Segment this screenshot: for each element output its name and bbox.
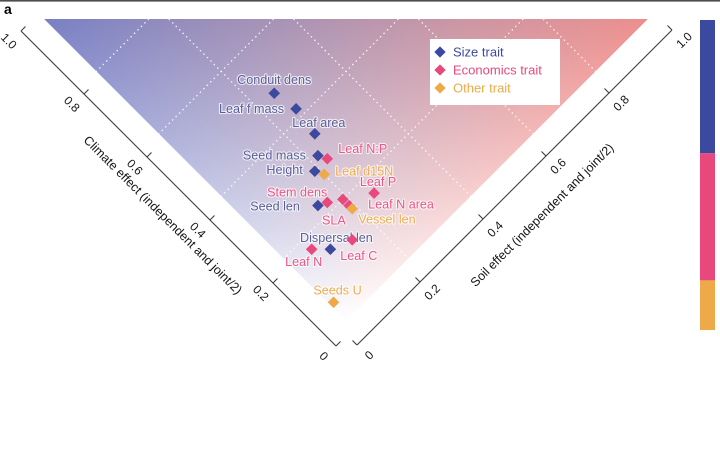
colorbar-segment-0 xyxy=(700,20,715,154)
soil-tick xyxy=(604,88,610,94)
panel-label: a xyxy=(4,1,12,17)
legend: Size trait Economics trait Other trait xyxy=(430,39,560,105)
soil-tick-label: 0.2 xyxy=(421,281,443,303)
trait-label: Conduit dens xyxy=(237,73,311,87)
soil-tick xyxy=(352,340,358,346)
climate-tick-label: 0.2 xyxy=(250,282,272,304)
climate-axis-line xyxy=(20,30,337,347)
trait-label: Leaf N xyxy=(285,255,322,269)
trait-label: Leaf P xyxy=(360,175,396,189)
trait-label: SLA xyxy=(322,213,346,227)
colorbar-segment-2 xyxy=(700,280,715,330)
trait-label: Vessel len xyxy=(358,213,415,227)
climate-tick xyxy=(20,26,26,32)
climate-tick-label: 0 xyxy=(317,349,332,364)
soil-axis-line xyxy=(356,29,673,346)
trait-label: Leaf N:P xyxy=(338,142,387,156)
soil-gradient-layer xyxy=(34,19,658,321)
trait-label: Leaf N area xyxy=(368,198,434,212)
trait-label: Seed mass xyxy=(243,149,306,163)
trait-label: Seed len xyxy=(250,200,300,214)
climate-tick-label: 0.8 xyxy=(61,93,83,115)
climate-tick xyxy=(83,89,89,95)
legend-economics-label: Economics trait xyxy=(453,63,542,78)
trait-label: Leaf area xyxy=(292,116,345,130)
soil-tick xyxy=(478,214,484,220)
gridline-climate-0.8 xyxy=(95,19,410,73)
trait-label: Leaf C xyxy=(340,249,377,263)
soil-tick-label: 1.0 xyxy=(673,29,695,51)
gridline-soil-0.4 xyxy=(158,19,472,197)
climate-tick xyxy=(209,215,215,221)
soil-tick-label: 0.4 xyxy=(484,218,506,240)
top-border xyxy=(0,0,720,2)
climate-tick xyxy=(272,278,278,284)
trait-label: Leaf f mass xyxy=(219,102,284,116)
gridline-soil-0.2 xyxy=(95,19,410,260)
panel-area xyxy=(34,19,658,321)
soil-tick-label: 0.6 xyxy=(547,155,569,177)
soil-tick-label: 0.8 xyxy=(610,92,632,114)
gridline-climate-0.4 xyxy=(220,19,534,197)
soil-tick xyxy=(415,277,421,283)
trait-label: Leaf d15N xyxy=(335,164,393,178)
gridline-soil-0.8 xyxy=(282,19,597,73)
legend-other-label: Other trait xyxy=(453,81,511,96)
legend-box xyxy=(430,39,560,105)
climate-tick xyxy=(146,152,152,158)
climate-tick-label: 1.0 xyxy=(0,30,20,52)
colorbar xyxy=(700,20,715,330)
climate-tick xyxy=(335,341,341,347)
trait-label: Height xyxy=(266,163,303,177)
trait-label: Dispersal len xyxy=(300,231,373,245)
gridline-climate-0.6 xyxy=(158,19,472,135)
soil-tick xyxy=(541,151,547,157)
legend-size-label: Size trait xyxy=(453,45,504,60)
trait-label: Stem dens xyxy=(267,185,327,199)
soil-tick xyxy=(667,25,673,31)
trait-label: Seeds U xyxy=(313,283,361,297)
colorbar-segment-1 xyxy=(700,153,715,281)
soil-tick-label: 0 xyxy=(362,348,377,363)
